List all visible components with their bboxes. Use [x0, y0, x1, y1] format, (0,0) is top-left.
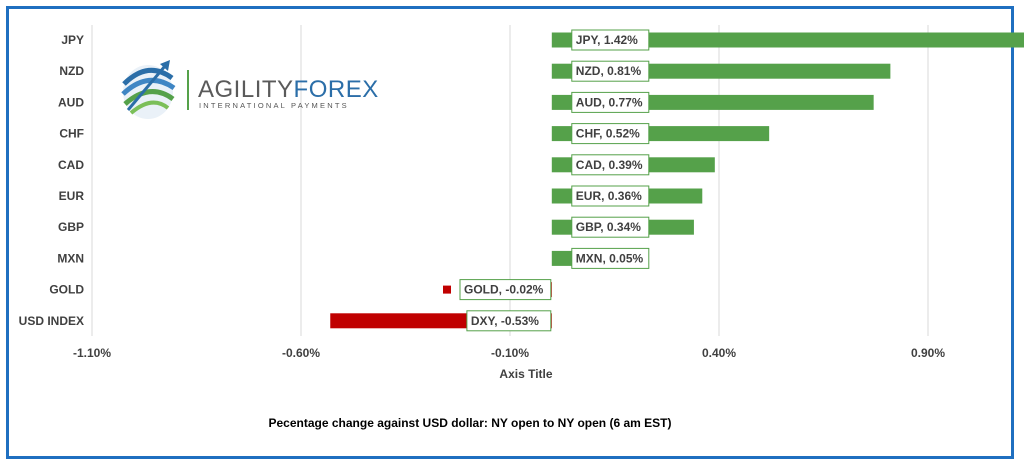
data-labels: JPY, 1.42% NZD, 0.81% AUD, 0.77% CHF, 0.52%… — [459, 29, 650, 332]
bars — [330, 32, 1024, 329]
category-label: JPY — [61, 33, 84, 47]
data-label-box — [571, 216, 650, 238]
data-label: NZD, 0.81% — [576, 64, 642, 78]
x-tick-label: -0.60% — [282, 346, 320, 360]
data-label-box — [571, 60, 650, 82]
category-labels: JPY NZD AUD CHF CAD EUR GBP MXN GOLD USD INDEX — [19, 33, 85, 328]
x-tick-label: 0.90% — [911, 346, 945, 360]
data-label-box — [571, 29, 650, 51]
agility-forex-logo: AGILITYFOREX INTERNATIONAL PAYMENTS — [121, 60, 379, 119]
x-tick-label: 0.40% — [702, 346, 736, 360]
x-tick-labels: -1.10% -0.60% -0.10% 0.40% 0.90% — [73, 346, 945, 360]
data-label-box — [571, 91, 650, 113]
data-label: EUR, 0.36% — [576, 189, 642, 203]
data-label: GOLD, -0.02% — [464, 283, 544, 297]
data-label: CHF, 0.52% — [576, 127, 640, 141]
data-label: CAD, 0.39% — [576, 158, 643, 172]
data-label: JPY, 1.42% — [576, 33, 638, 47]
category-label: USD INDEX — [19, 314, 84, 328]
bar — [551, 250, 573, 266]
data-label: GBP, 0.34% — [576, 220, 641, 234]
logo-word-forex: FOREX — [294, 76, 379, 103]
x-axis-title: Axis Title — [499, 367, 552, 381]
chart-caption: Pecentage change against USD dollar: NY … — [269, 416, 672, 430]
category-label: GBP — [58, 220, 84, 234]
logo-word-agility: AGILITY — [198, 76, 294, 103]
category-label: GOLD — [49, 283, 84, 297]
category-label: CHF — [59, 127, 84, 141]
category-label: CAD — [58, 158, 84, 172]
category-label: AUD — [58, 95, 84, 109]
data-label: DXY, -0.53% — [471, 314, 539, 328]
x-tick-label: -0.10% — [491, 346, 529, 360]
data-label-box — [571, 185, 650, 207]
data-label-box — [459, 279, 552, 301]
svg-text:AGILITYFOREX: AGILITYFOREX — [198, 76, 379, 103]
data-label: MXN, 0.05% — [576, 251, 644, 265]
data-label-box — [571, 154, 650, 176]
gridlines — [91, 25, 929, 336]
x-tick-label: -1.10% — [73, 346, 111, 360]
category-label: MXN — [57, 251, 84, 265]
data-label: AUD, 0.77% — [576, 95, 643, 109]
logo-tagline: INTERNATIONAL PAYMENTS — [199, 101, 349, 110]
globe-icon — [121, 60, 176, 119]
category-label: EUR — [59, 189, 85, 203]
bar-marker — [443, 285, 451, 294]
logo-divider — [187, 70, 189, 110]
data-label-box — [571, 123, 650, 145]
category-label: NZD — [59, 64, 84, 78]
data-label-box — [466, 310, 552, 332]
data-label-box — [571, 247, 650, 269]
bar — [551, 32, 1024, 48]
